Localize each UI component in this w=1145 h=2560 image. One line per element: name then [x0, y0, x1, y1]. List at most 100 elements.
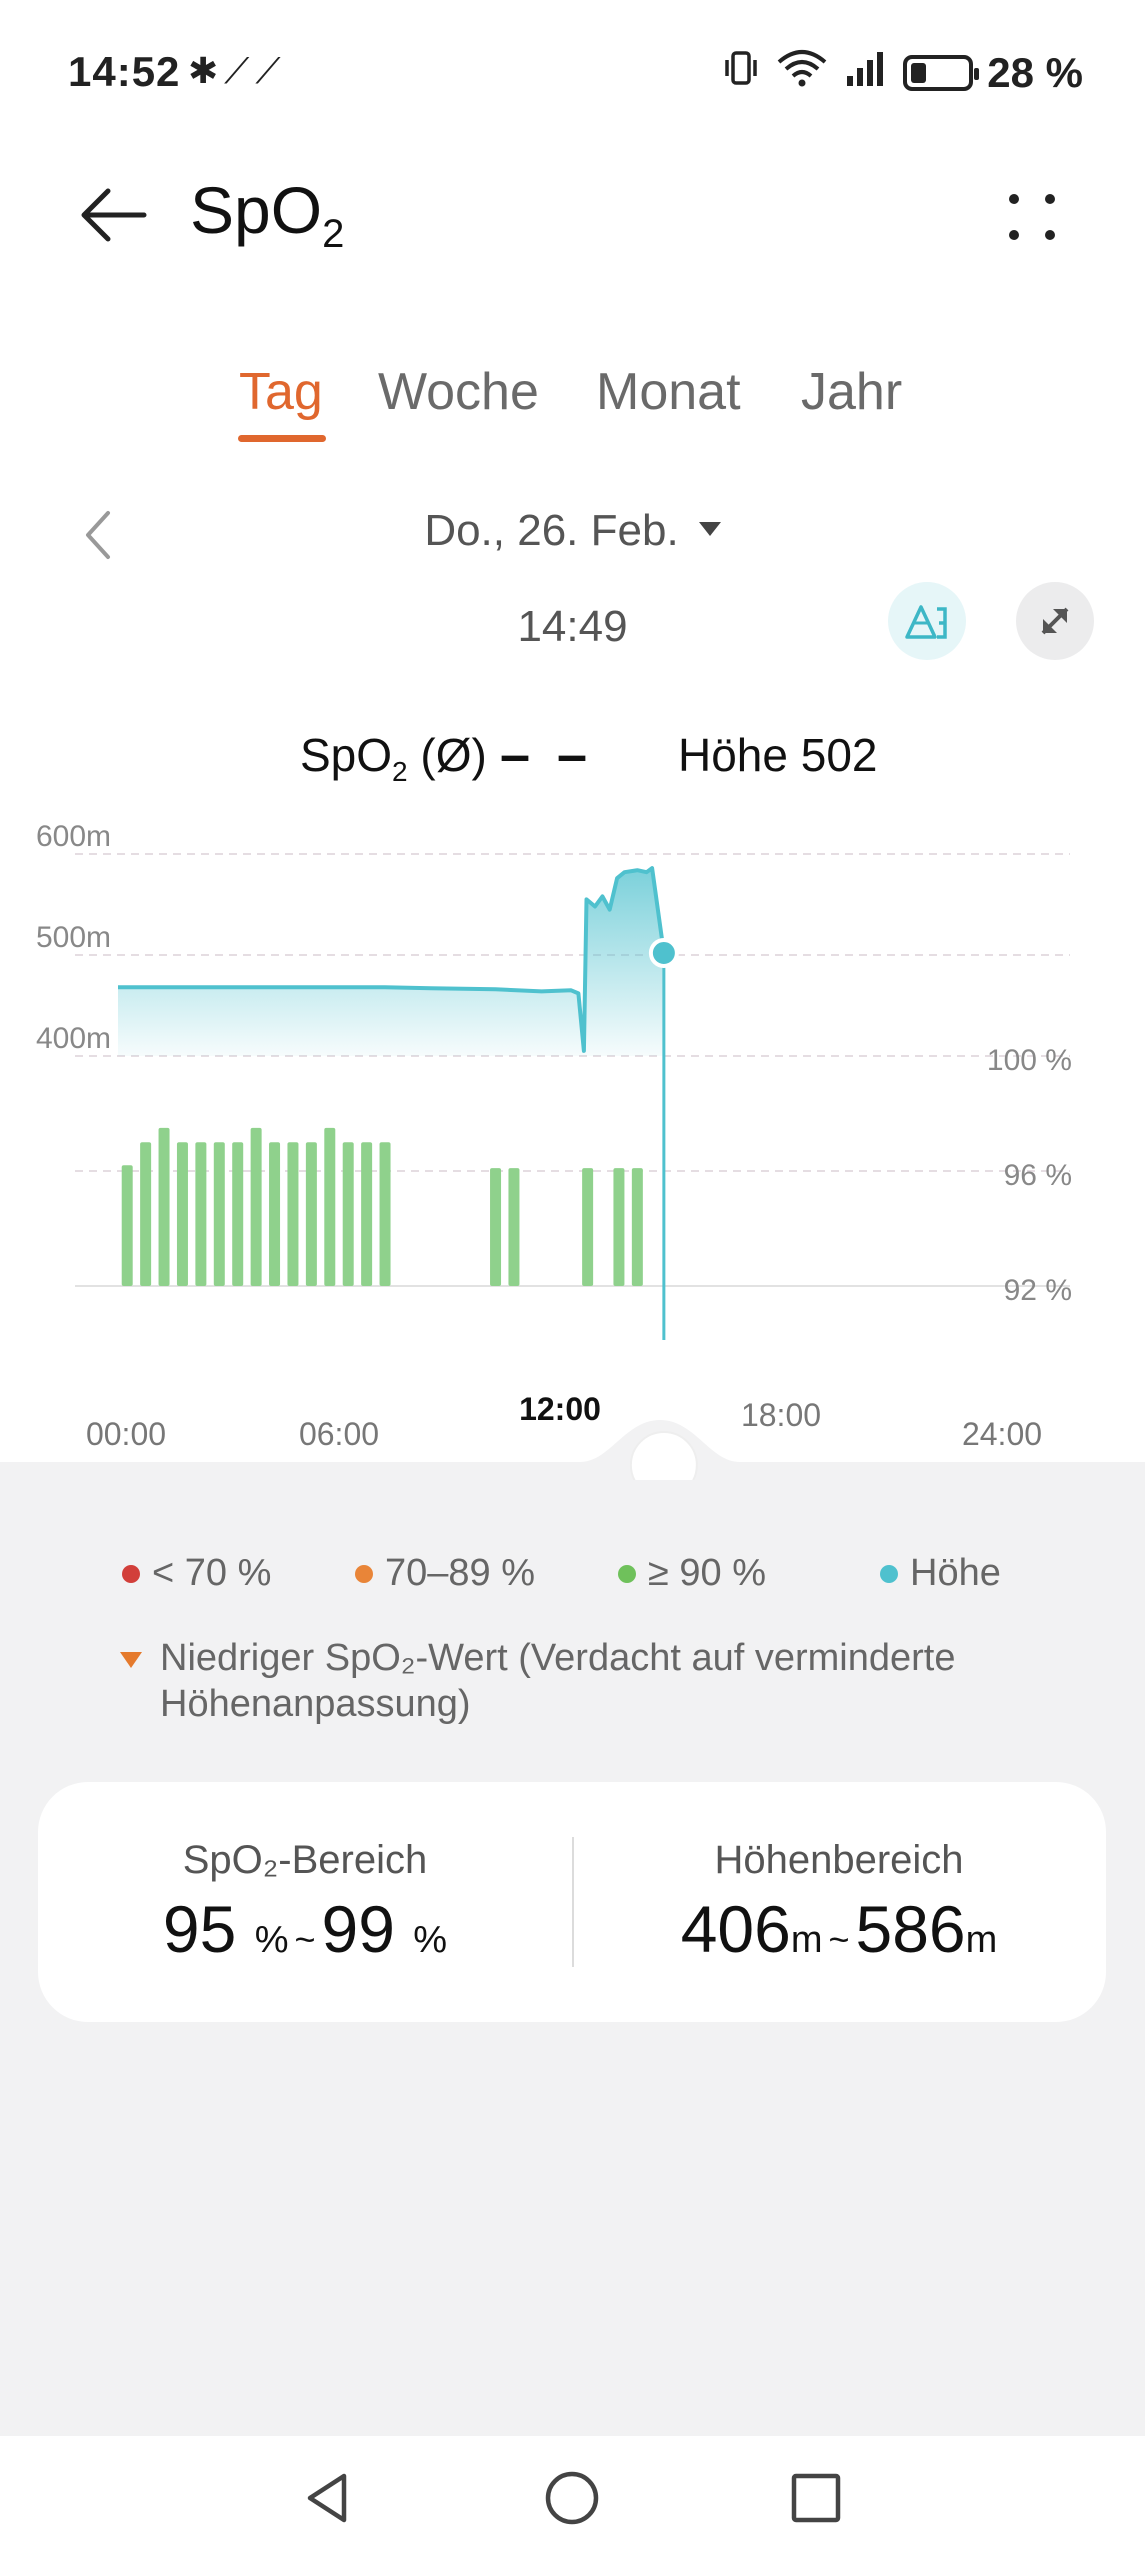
altitude-tick-label: 500m [36, 921, 111, 954]
spo2-average-value: – – [500, 725, 594, 785]
status-indicators: 28 % [721, 48, 1083, 97]
altitude-area [118, 868, 664, 1056]
altitude-line [118, 866, 666, 1053]
spo2-label-text: SpO [300, 729, 393, 781]
x-tick-label: 18:00 [741, 1397, 821, 1433]
spo2-bar [269, 1142, 281, 1286]
spo2-label-subscript: 2 [392, 756, 408, 788]
x-tick-label: 06:00 [299, 1416, 379, 1452]
x-tick-label: 24:00 [962, 1416, 1042, 1452]
bluetooth-icon: ✱⟋⟋ [188, 50, 287, 91]
scrubber-handle [629, 1431, 698, 1480]
x-tick-label: 00:00 [86, 1416, 166, 1452]
legend-label: ≥ 90 % [648, 1552, 767, 1594]
dot-icon [1045, 230, 1055, 240]
spo2-bar [582, 1168, 594, 1286]
date-selector[interactable]: Do., 26. Feb. [0, 506, 1145, 556]
altitude-toggle-button[interactable] [888, 582, 966, 660]
fullscreen-button[interactable] [1016, 582, 1094, 660]
spo2-label-suffix: (Ø) [407, 729, 487, 781]
height-range-min: 406 [680, 1892, 791, 1966]
nav-back-button[interactable] [290, 2460, 366, 2536]
selected-time: 14:49 [517, 602, 628, 651]
more-options-button[interactable] [995, 180, 1075, 260]
range-summary-card: SpO₂-Bereich 95 % ~99 % Höhenbereich 406m… [38, 1782, 1106, 2022]
x-tick-label: 12:00 [519, 1391, 601, 1427]
spo2-range: SpO₂-Bereich 95 % ~99 % [38, 1782, 572, 2022]
spo2-tick-label: 100 % [987, 1044, 1072, 1077]
period-tabs: Tag Woche Monat Jahr [0, 362, 1145, 452]
triangle-back-icon [307, 2473, 347, 2523]
tab-day[interactable]: Tag [239, 363, 323, 421]
chart-legend: < 70 % 70–89 % ≥ 90 % Höhe [0, 1552, 1145, 1612]
selection-marker [648, 937, 679, 968]
height-readout: Höhe 502 [678, 729, 878, 781]
spo2-tick-label: 92 % [1004, 1274, 1072, 1307]
previous-day-button[interactable] [78, 505, 118, 565]
range-separator: ~ [828, 1919, 850, 1960]
unit: % [413, 1919, 448, 1961]
nav-recents-button[interactable] [778, 2460, 854, 2536]
spo2-bar [361, 1142, 373, 1286]
spo2-average-label: SpO2 (Ø) [300, 728, 487, 788]
spo2-bar [379, 1142, 391, 1286]
spo2-bar [250, 1127, 262, 1286]
spo2-bar [305, 1142, 317, 1286]
wifi-icon [775, 48, 829, 97]
spo2-altitude-chart[interactable]: 600m 500m 400m 100 % 96 % 92 % 00:00 06:00 12:00… [0, 800, 1145, 1480]
spo2-bar [232, 1142, 244, 1286]
spo2-bar [508, 1168, 520, 1286]
dot-icon [1045, 194, 1055, 204]
spo2-tick-label: 96 % [1004, 1159, 1072, 1192]
spo2-bar [176, 1142, 188, 1286]
spo2-range-max: 99 [321, 1892, 395, 1966]
legend-dot [880, 1564, 898, 1583]
dot-icon [1009, 230, 1019, 240]
status-bar: 14:52 ✱⟋⟋ 28 % [0, 0, 1145, 140]
altitude-tick-label: 600m [36, 820, 111, 853]
spo2-bar [140, 1142, 152, 1286]
height-range: Höhenbereich 406m ~586m [572, 1782, 1106, 2022]
spo2-bar [631, 1168, 643, 1286]
legend-label: < 70 % [152, 1552, 272, 1594]
battery-percent: 28 % [987, 48, 1083, 96]
low-spo2-note-text: Niedriger SpO₂-Wert (Verdacht auf vermin… [160, 1637, 956, 1725]
page-title: SpO2 [190, 172, 344, 257]
low-spo2-note: Niedriger SpO₂-Wert (Verdacht auf vermin… [120, 1636, 1080, 1727]
dot-icon [1009, 194, 1019, 204]
expand-icon [1041, 607, 1069, 635]
legend-label: Höhe [910, 1552, 1001, 1594]
spo2-range-min: 95 [162, 1892, 237, 1966]
spo2-bar [490, 1168, 502, 1286]
arrow-left-icon [81, 188, 147, 242]
tab-month[interactable]: Monat [596, 363, 741, 421]
height-range-max: 586 [855, 1892, 966, 1966]
spo2-range-title: SpO₂-Bereich [182, 1838, 428, 1882]
caret-down-icon [698, 522, 721, 537]
spo2-bar [195, 1142, 207, 1286]
scrubber-band [0, 1420, 1145, 1480]
legend-item-height: Höhe [880, 1552, 1001, 1595]
legend-item-medium: 70–89 % [355, 1552, 535, 1595]
tab-week[interactable]: Woche [378, 363, 539, 421]
chevron-left-icon [86, 511, 110, 559]
back-button[interactable] [70, 172, 156, 258]
active-tab-indicator [238, 435, 326, 442]
nav-home-button[interactable] [534, 2460, 610, 2536]
battery-level [911, 62, 927, 83]
circle-home-icon [545, 2471, 599, 2525]
tab-year[interactable]: Jahr [801, 363, 903, 421]
page-title-subscript: 2 [322, 212, 345, 257]
battery-icon [903, 54, 980, 91]
unit: % [254, 1919, 289, 1961]
chart-canvas: 600m 500m 400m 100 % 96 % 92 % 00:00 06:00 12:00… [0, 820, 1145, 1480]
main-panel [0, 0, 1145, 1462]
spo2-bar [121, 1165, 133, 1286]
legend-item-normal: ≥ 90 % [618, 1552, 766, 1595]
page-title-text: SpO [190, 173, 323, 247]
spo2-bar [324, 1127, 336, 1286]
spo2-bar [158, 1127, 170, 1286]
signal-icon [843, 48, 889, 97]
legend-dot [618, 1564, 636, 1583]
spo2-bar [613, 1168, 625, 1286]
